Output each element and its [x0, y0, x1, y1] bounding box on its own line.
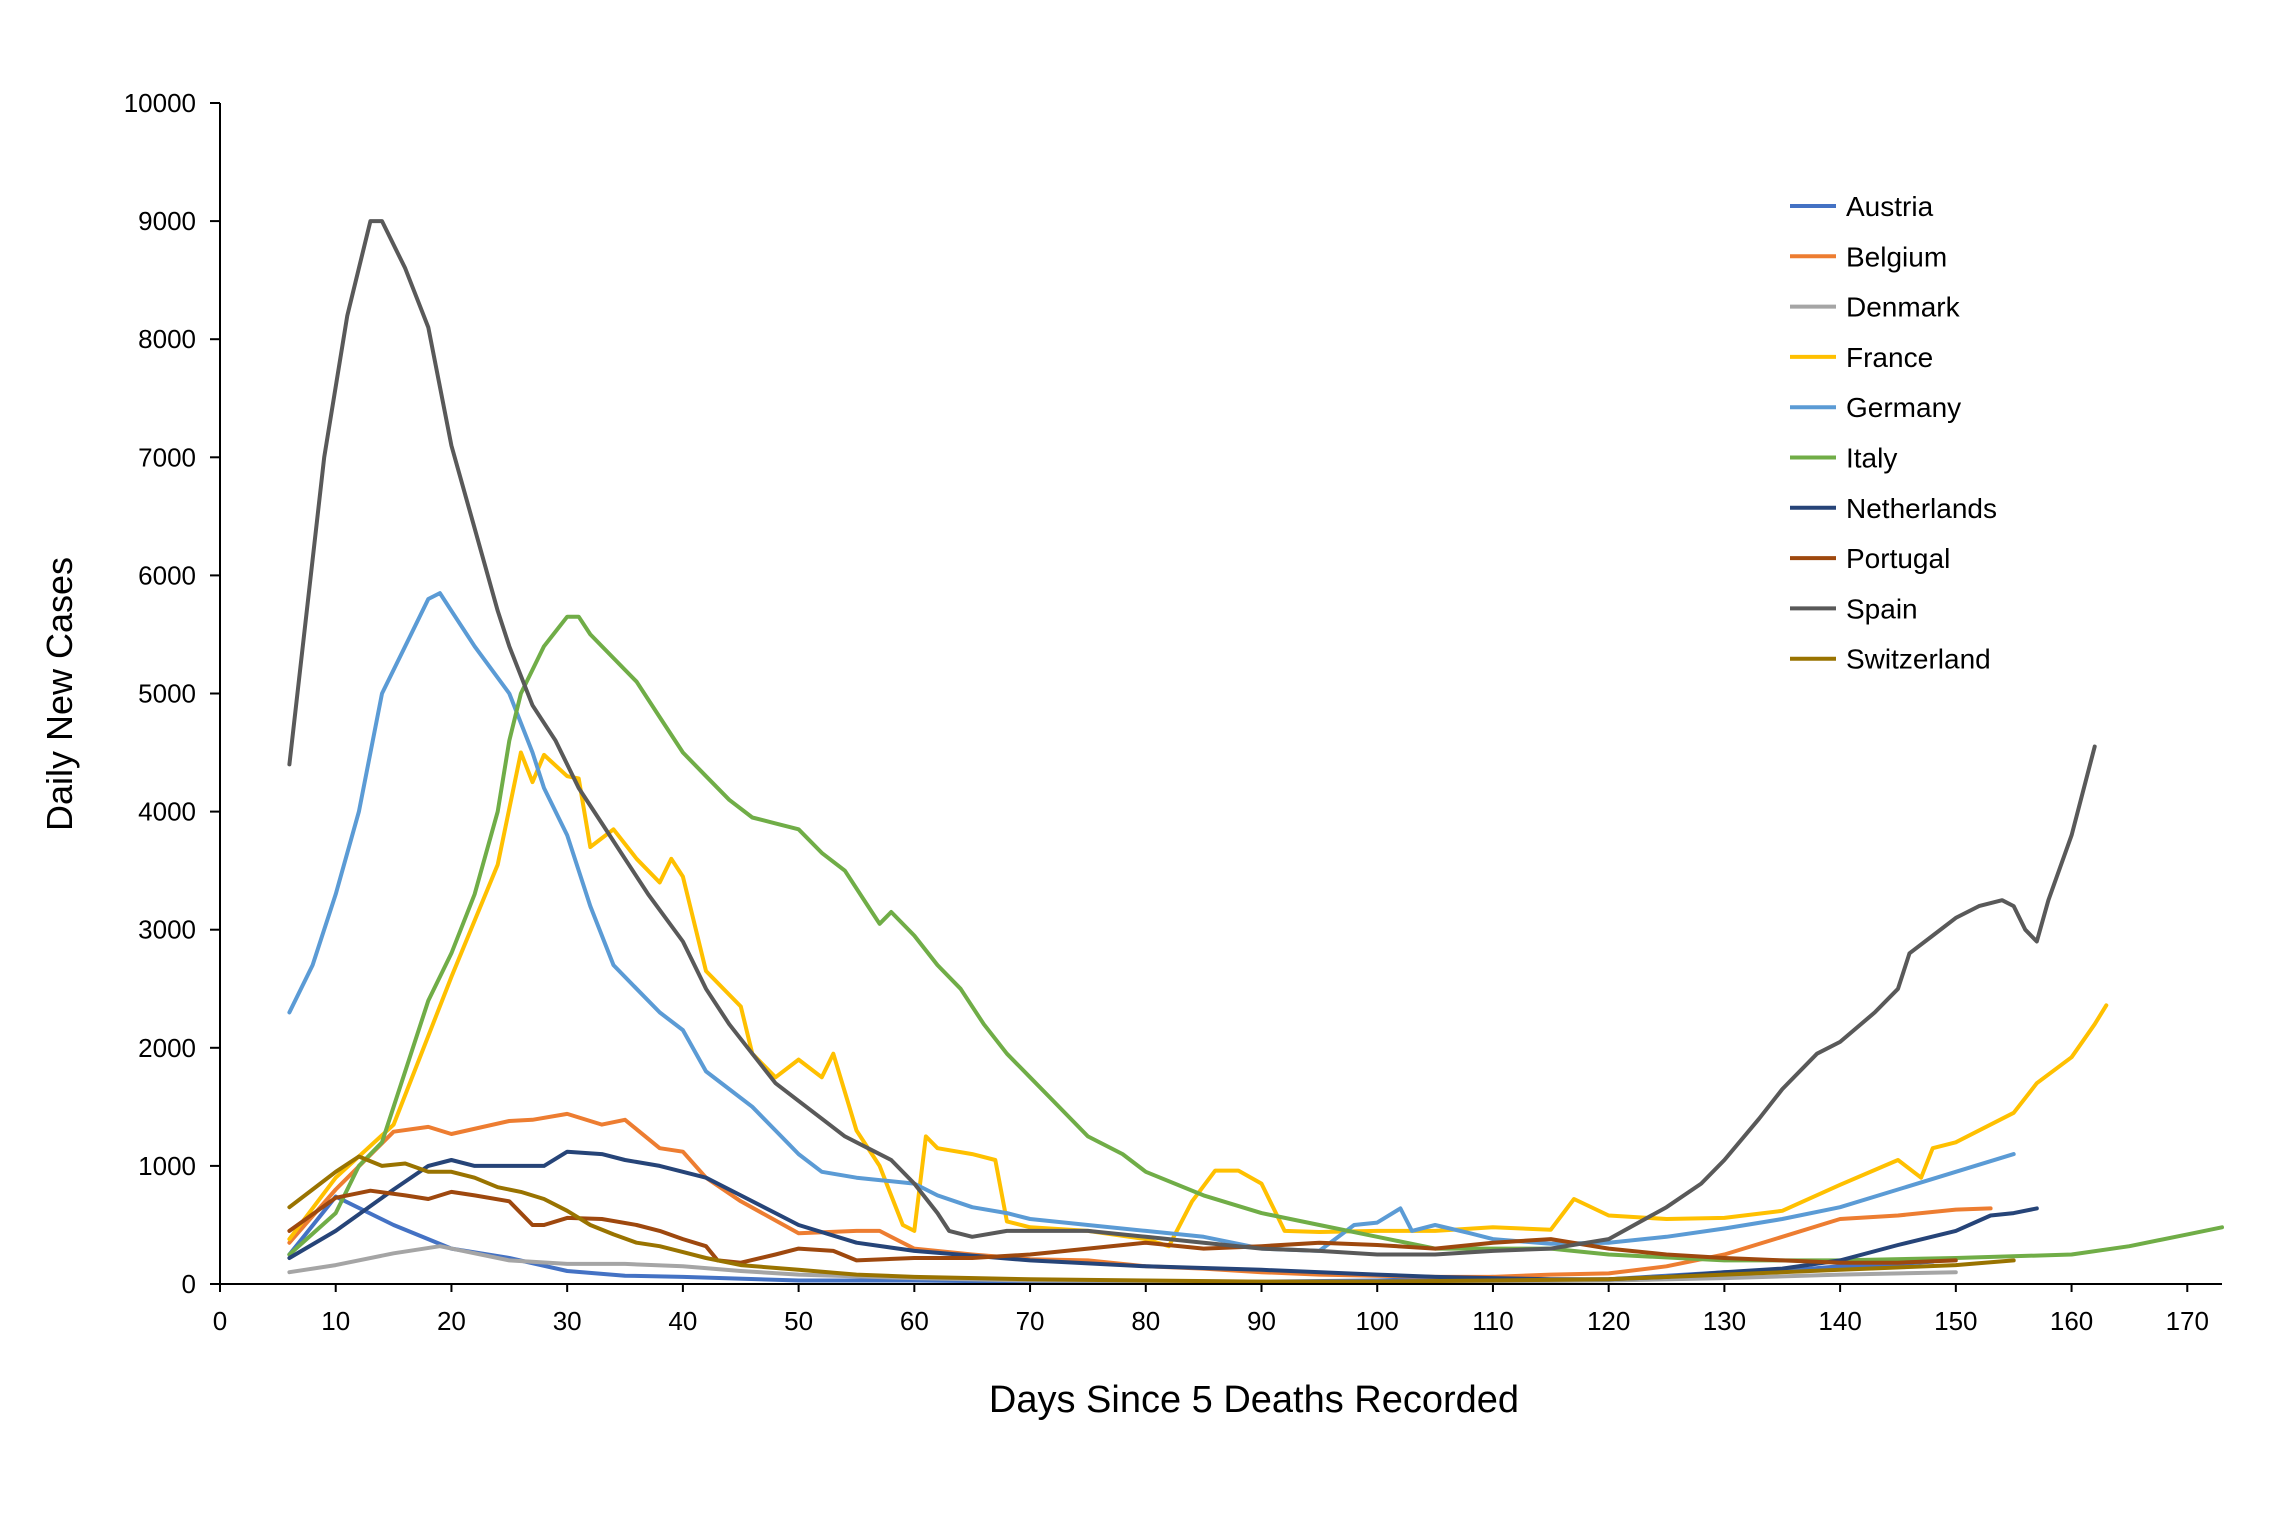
legend-label-austria: Austria	[1846, 191, 1934, 222]
y-tick-label: 6000	[138, 560, 196, 590]
series-line-germany	[287, 591, 2016, 1253]
legend-label-netherlands: Netherlands	[1846, 493, 1997, 524]
x-tick-label: 10	[321, 1306, 350, 1336]
series-line-spain	[287, 219, 2097, 1257]
y-tick-label: 7000	[138, 442, 196, 472]
legend-label-italy: Italy	[1846, 443, 1897, 474]
x-tick-label: 50	[784, 1306, 813, 1336]
x-tick-label: 130	[1703, 1306, 1746, 1336]
legend-label-switzerland: Switzerland	[1846, 644, 1991, 675]
y-tick-label: 5000	[138, 679, 196, 709]
x-tick-label: 60	[900, 1306, 929, 1336]
x-tick-label: 140	[1818, 1306, 1861, 1336]
x-tick-label: 170	[2166, 1306, 2209, 1336]
y-tick-label: 10000	[124, 88, 196, 118]
x-tick-label: 0	[213, 1306, 227, 1336]
y-tick-label: 2000	[138, 1033, 196, 1063]
y-tick-label: 3000	[138, 915, 196, 945]
x-tick-label: 30	[553, 1306, 582, 1336]
y-axis-ticks: 0 1000 2000 3000 4000 5000 6000 7000 8000 9000 100…	[124, 88, 220, 1299]
series-line-austria	[287, 1194, 1935, 1284]
x-tick-label: 100	[1356, 1306, 1399, 1336]
series-line-france	[287, 750, 2109, 1249]
x-tick-label: 160	[2050, 1306, 2093, 1336]
y-tick-label: 8000	[138, 324, 196, 354]
x-tick-label: 40	[668, 1306, 697, 1336]
x-tick-label: 110	[1472, 1306, 1513, 1336]
series-line-switzerland	[287, 1154, 2016, 1284]
x-tick-label: 90	[1247, 1306, 1276, 1336]
legend-label-france: France	[1846, 342, 1933, 373]
legend-label-denmark: Denmark	[1846, 292, 1961, 323]
x-tick-label: 80	[1131, 1306, 1160, 1336]
y-tick-label: 9000	[138, 206, 196, 236]
x-tick-label: 120	[1587, 1306, 1630, 1336]
x-axis-title: Days Since 5 Deaths Recorded	[989, 1379, 1519, 1421]
plot-lines	[287, 219, 2224, 1284]
x-tick-label: 150	[1934, 1306, 1977, 1336]
y-axis-title: Daily New Cases	[39, 557, 80, 831]
legend-label-belgium: Belgium	[1846, 241, 1947, 272]
series-line-portugal	[287, 1188, 1958, 1265]
x-tick-label: 20	[437, 1306, 466, 1336]
legend-label-spain: Spain	[1846, 593, 1918, 624]
y-tick-label: 0	[182, 1269, 196, 1299]
series-line-netherlands	[287, 1149, 2039, 1282]
x-axis-ticks: 0 10 20 30 40 50 60 70 80 90 100 110 120 130 140 150 160…	[213, 1284, 2209, 1336]
series-line-belgium	[287, 1111, 1993, 1279]
x-tick-label: 70	[1016, 1306, 1045, 1336]
y-tick-label: 4000	[138, 797, 196, 827]
y-tick-label: 1000	[138, 1151, 196, 1181]
legend-label-germany: Germany	[1846, 392, 1961, 423]
legend: Austria Belgium Denmark France Germany Italy N…	[1790, 191, 1997, 675]
legend-label-portugal: Portugal	[1846, 543, 1950, 574]
